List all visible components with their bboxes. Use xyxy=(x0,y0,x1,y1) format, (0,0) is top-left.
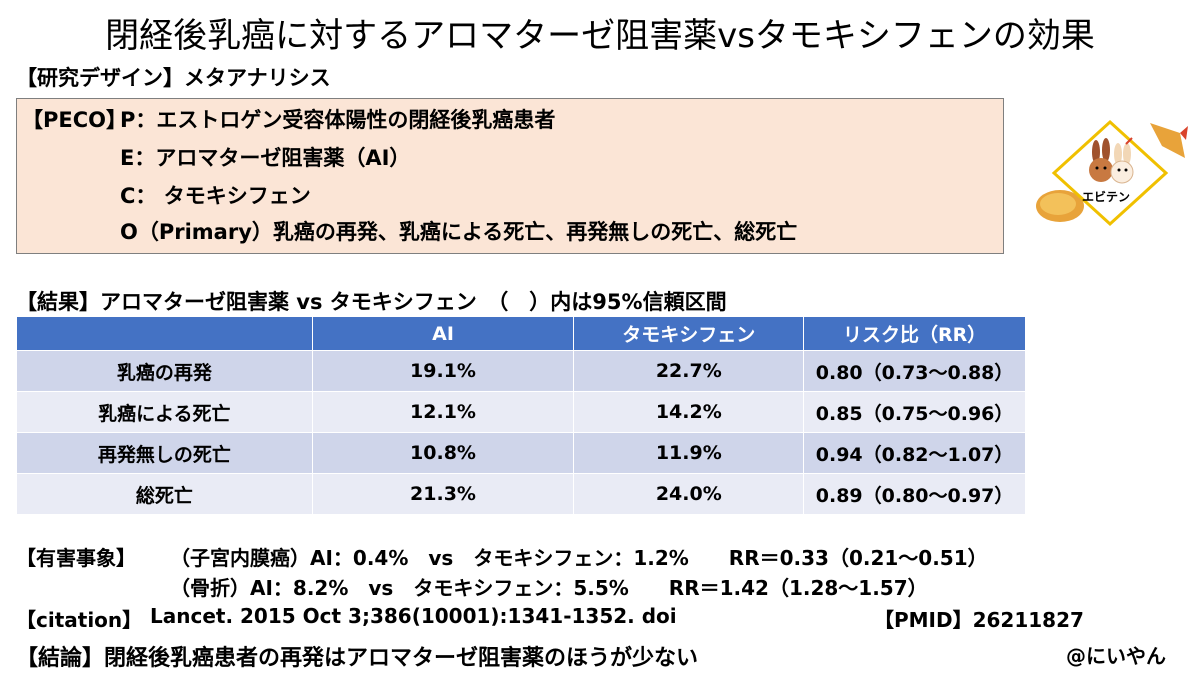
pmid: 【PMID】26211827 xyxy=(874,608,1084,632)
row-label: 総死亡 xyxy=(16,473,313,515)
cell-rr: 0.80（0.73～0.88） xyxy=(803,350,1026,392)
table-header-row: AI タモキシフェン リスク比（RR） xyxy=(16,316,1026,351)
cell-tamoxifen: 22.7% xyxy=(573,350,805,392)
peco-label: 【PECO】 xyxy=(22,108,127,132)
peco-box xyxy=(16,98,1004,254)
table-header-cell: タモキシフェン xyxy=(573,316,805,351)
citation-text: Lancet. 2015 Oct 3;386(10001):1341-1352.… xyxy=(150,604,677,628)
adverse-line-1: （子宮内膜癌）AI：0.4% vs タモキシフェン：1.2% RR＝0.33（0… xyxy=(170,546,988,570)
results-table: AI タモキシフェン リスク比（RR） 乳癌の再発 19.1% 22.7% 0.… xyxy=(16,316,1026,515)
table-header-cell xyxy=(16,316,313,351)
cell-ai: 10.8% xyxy=(311,432,575,474)
peco-e: E：アロマターゼ阻害薬（AI） xyxy=(120,146,411,170)
citation-label: 【citation】 xyxy=(16,608,143,632)
table-row: 乳癌による死亡 12.1% 14.2% 0.85（0.75～0.96） xyxy=(16,391,1026,433)
page-title: 閉経後乳癌に対するアロマターゼ阻害薬vsタモキシフェンの効果 xyxy=(105,16,1095,56)
table-header-cell: リスク比（RR） xyxy=(803,316,1026,351)
cell-tamoxifen: 11.9% xyxy=(573,432,805,474)
table-header-cell: AI xyxy=(311,316,575,351)
peco-c: C： タモキシフェン xyxy=(120,184,311,208)
row-label: 乳癌の再発 xyxy=(16,350,313,392)
table-row: 乳癌の再発 19.1% 22.7% 0.80（0.73～0.88） xyxy=(16,350,1026,392)
cell-ai: 21.3% xyxy=(311,473,575,515)
cell-tamoxifen: 14.2% xyxy=(573,391,805,433)
conclusion: 【結論】閉経後乳癌患者の再発はアロマターゼ阻害薬のほうが少ない xyxy=(16,646,699,671)
cell-tamoxifen: 24.0% xyxy=(573,473,805,515)
adverse-label: 【有害事象】 xyxy=(16,546,136,570)
cell-ai: 12.1% xyxy=(311,391,575,433)
cell-rr: 0.89（0.80～0.97） xyxy=(803,473,1026,515)
evitem-logo: エビテン xyxy=(1030,118,1190,228)
cell-rr: 0.85（0.75～0.96） xyxy=(803,391,1026,433)
logo-text: エビテン xyxy=(1082,190,1131,204)
peco-o: O（Primary）乳癌の再発、乳癌による死亡、再発無しの死亡、総死亡 xyxy=(120,220,798,244)
peco-p: P：エストロゲン受容体陽性の閉経後乳癌患者 xyxy=(120,108,556,132)
results-heading: 【結果】アロマターゼ阻害薬 vs タモキシフェン （ ）内は95%信頼区間 xyxy=(16,290,727,314)
row-label: 再発無しの死亡 xyxy=(16,432,313,474)
shrimp-tempura-bunny-logo-icon xyxy=(1036,119,1188,227)
cell-rr: 0.94（0.82～1.07） xyxy=(803,432,1026,474)
table-row: 再発無しの死亡 10.8% 11.9% 0.94（0.82～1.07） xyxy=(16,432,1026,474)
study-design: 【研究デザイン】メタアナリシス xyxy=(16,66,331,90)
cell-ai: 19.1% xyxy=(311,350,575,392)
adverse-line-2: （骨折）AI：8.2% vs タモキシフェン：5.5% RR＝1.42（1.28… xyxy=(170,576,928,600)
author-handle: @にいやん xyxy=(1066,644,1166,668)
table-row: 総死亡 21.3% 24.0% 0.89（0.80～0.97） xyxy=(16,473,1026,515)
row-label: 乳癌による死亡 xyxy=(16,391,313,433)
